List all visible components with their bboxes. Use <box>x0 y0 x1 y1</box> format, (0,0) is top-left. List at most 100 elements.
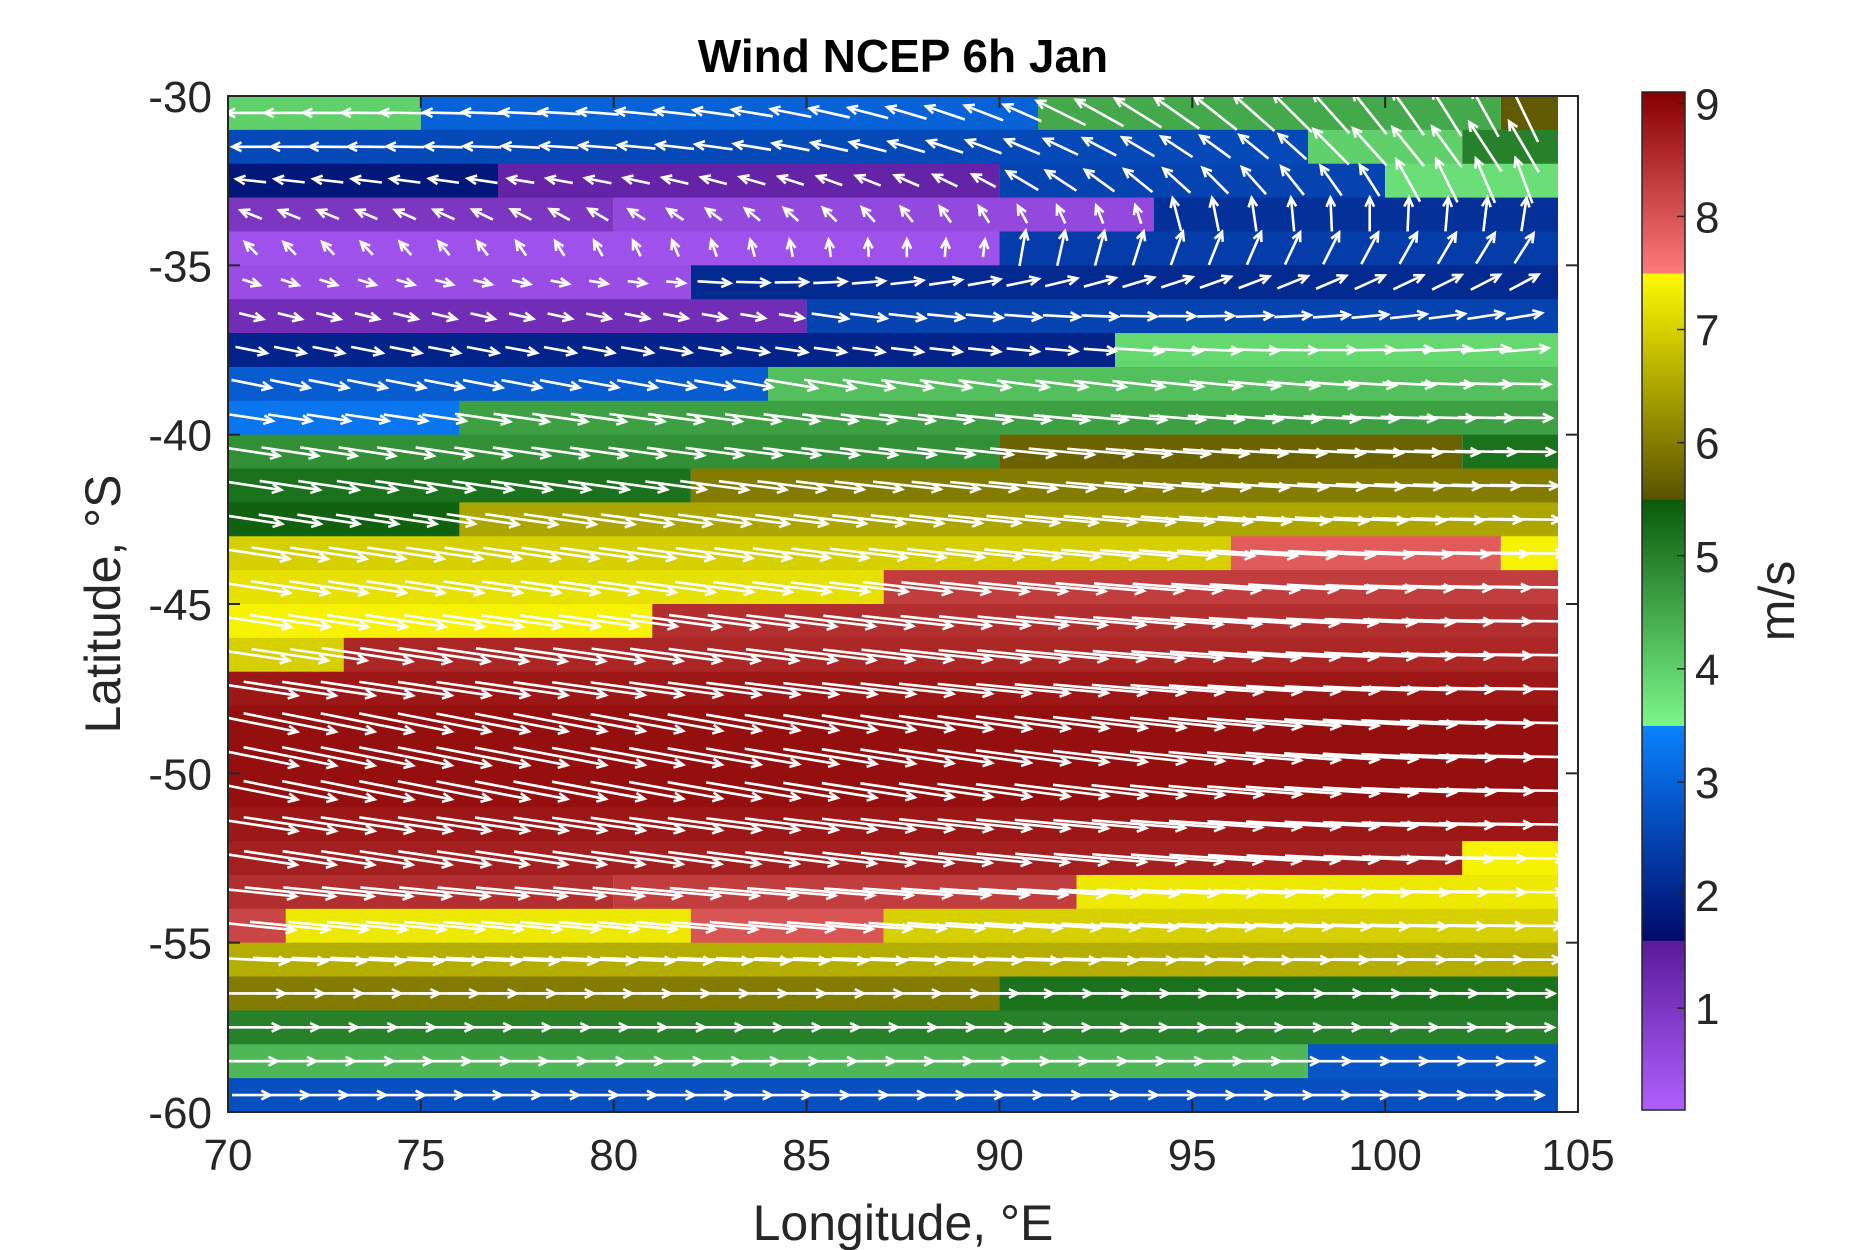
wind-vector <box>1322 229 1341 265</box>
wind-vector <box>321 646 416 666</box>
wind-vector <box>659 345 695 357</box>
colorbar-segment <box>1642 982 1685 987</box>
wind-vector <box>831 955 908 967</box>
wind-vector <box>1119 135 1156 158</box>
wind-vector <box>1475 230 1497 265</box>
colorbar-segment <box>1642 420 1685 424</box>
colorbar-segment <box>1642 586 1685 591</box>
wind-vector <box>861 614 955 631</box>
wind-vector <box>713 580 795 597</box>
colorbar-segment <box>1642 442 1685 446</box>
wind-vector <box>600 513 676 529</box>
wind-vector <box>620 345 656 357</box>
colorbar-segment <box>1642 1093 1685 1097</box>
wind-vector <box>359 816 455 836</box>
colorbar-segment <box>1642 722 1685 726</box>
wind-vector <box>694 1089 737 1101</box>
colorbar-segment <box>1642 567 1685 571</box>
wind-vector <box>282 849 377 870</box>
wind-vector <box>243 680 339 700</box>
wind-vector <box>829 547 910 563</box>
colorbar-segment <box>1642 371 1685 376</box>
colorbar-segment <box>1642 974 1685 978</box>
colorbar-segment <box>1642 369 1685 373</box>
wind-vector <box>1197 310 1237 322</box>
wind-vector <box>860 851 956 868</box>
wind-vector <box>367 546 447 564</box>
colorbar-segment <box>1642 386 1685 390</box>
colorbar-segment <box>1642 569 1685 574</box>
colorbar-segment <box>1642 762 1685 766</box>
colorbar-segment <box>1642 598 1685 602</box>
wind-vector <box>919 378 975 392</box>
wind-vector <box>1430 124 1463 168</box>
colorbar-segment <box>1642 813 1685 817</box>
wind-vector <box>540 1089 582 1101</box>
wind-vector <box>680 479 751 495</box>
wind-vector <box>559 580 641 597</box>
wind-vector <box>243 745 339 770</box>
wind-vector <box>731 139 772 152</box>
colorbar-segment <box>1642 609 1685 613</box>
heatmap-cell <box>228 468 691 503</box>
wind-vector <box>499 140 540 152</box>
wind-vector <box>1493 446 1558 458</box>
wind-vector <box>1333 515 1409 527</box>
colorbar-segment <box>1642 448 1685 452</box>
wind-vector <box>592 238 604 257</box>
wind-vector <box>628 713 725 735</box>
wind-vector <box>590 681 686 700</box>
colorbar-segment <box>1642 866 1685 871</box>
wind-vector <box>1350 89 1388 136</box>
wind-vector <box>242 240 259 256</box>
colorbar-segment <box>1642 524 1685 528</box>
wind-vector <box>1478 615 1573 627</box>
wind-vector <box>348 174 383 186</box>
wind-vector <box>582 174 612 186</box>
wind-vector <box>320 239 336 256</box>
wind-vector <box>590 746 687 769</box>
wind-vector <box>1234 1089 1277 1101</box>
colorbar-segment <box>1642 1059 1685 1063</box>
wind-vector <box>1273 1089 1315 1101</box>
wind-vector <box>732 379 776 392</box>
colorbar-segment <box>1642 912 1685 916</box>
wind-vector <box>550 276 572 288</box>
wind-vector <box>821 714 918 734</box>
colorbar-segment <box>1642 666 1685 670</box>
colorbar-segment <box>1642 889 1685 893</box>
colorbar-segment <box>1642 716 1685 721</box>
colorbar-segment <box>1642 287 1685 291</box>
wind-vector <box>775 345 810 357</box>
colorbar-segment <box>1642 190 1685 195</box>
wind-vector <box>781 206 800 222</box>
colorbar-segment <box>1642 561 1685 565</box>
wind-vector <box>320 816 416 836</box>
colorbar-segment <box>1642 807 1685 811</box>
colorbar-segment <box>1642 1095 1685 1100</box>
wind-vector <box>706 850 802 869</box>
wind-vector <box>608 446 669 460</box>
wind-vector <box>383 413 431 426</box>
colorbar-segment <box>1642 301 1685 305</box>
wind-vector <box>1519 194 1531 232</box>
wind-vector <box>359 779 455 804</box>
wind-vector <box>965 311 1006 323</box>
wind-vector <box>849 1089 891 1101</box>
y-tick-label: -45 <box>148 581 212 630</box>
colorbar-segment <box>1642 821 1685 825</box>
colorbar-segment <box>1642 530 1685 534</box>
wind-vector <box>628 780 725 803</box>
wind-vector <box>436 680 532 700</box>
wind-vector <box>1043 168 1078 192</box>
wind-vector <box>783 747 880 768</box>
wind-vector <box>1428 309 1468 321</box>
wind-vector <box>655 379 699 392</box>
wind-vector <box>1466 1089 1508 1101</box>
colorbar-segment <box>1642 960 1685 964</box>
wind-vector <box>860 782 957 802</box>
colorbar-segment <box>1642 1067 1685 1071</box>
wind-vector <box>1160 274 1196 289</box>
wind-vector <box>1276 132 1308 161</box>
colorbar-segment <box>1642 216 1685 220</box>
